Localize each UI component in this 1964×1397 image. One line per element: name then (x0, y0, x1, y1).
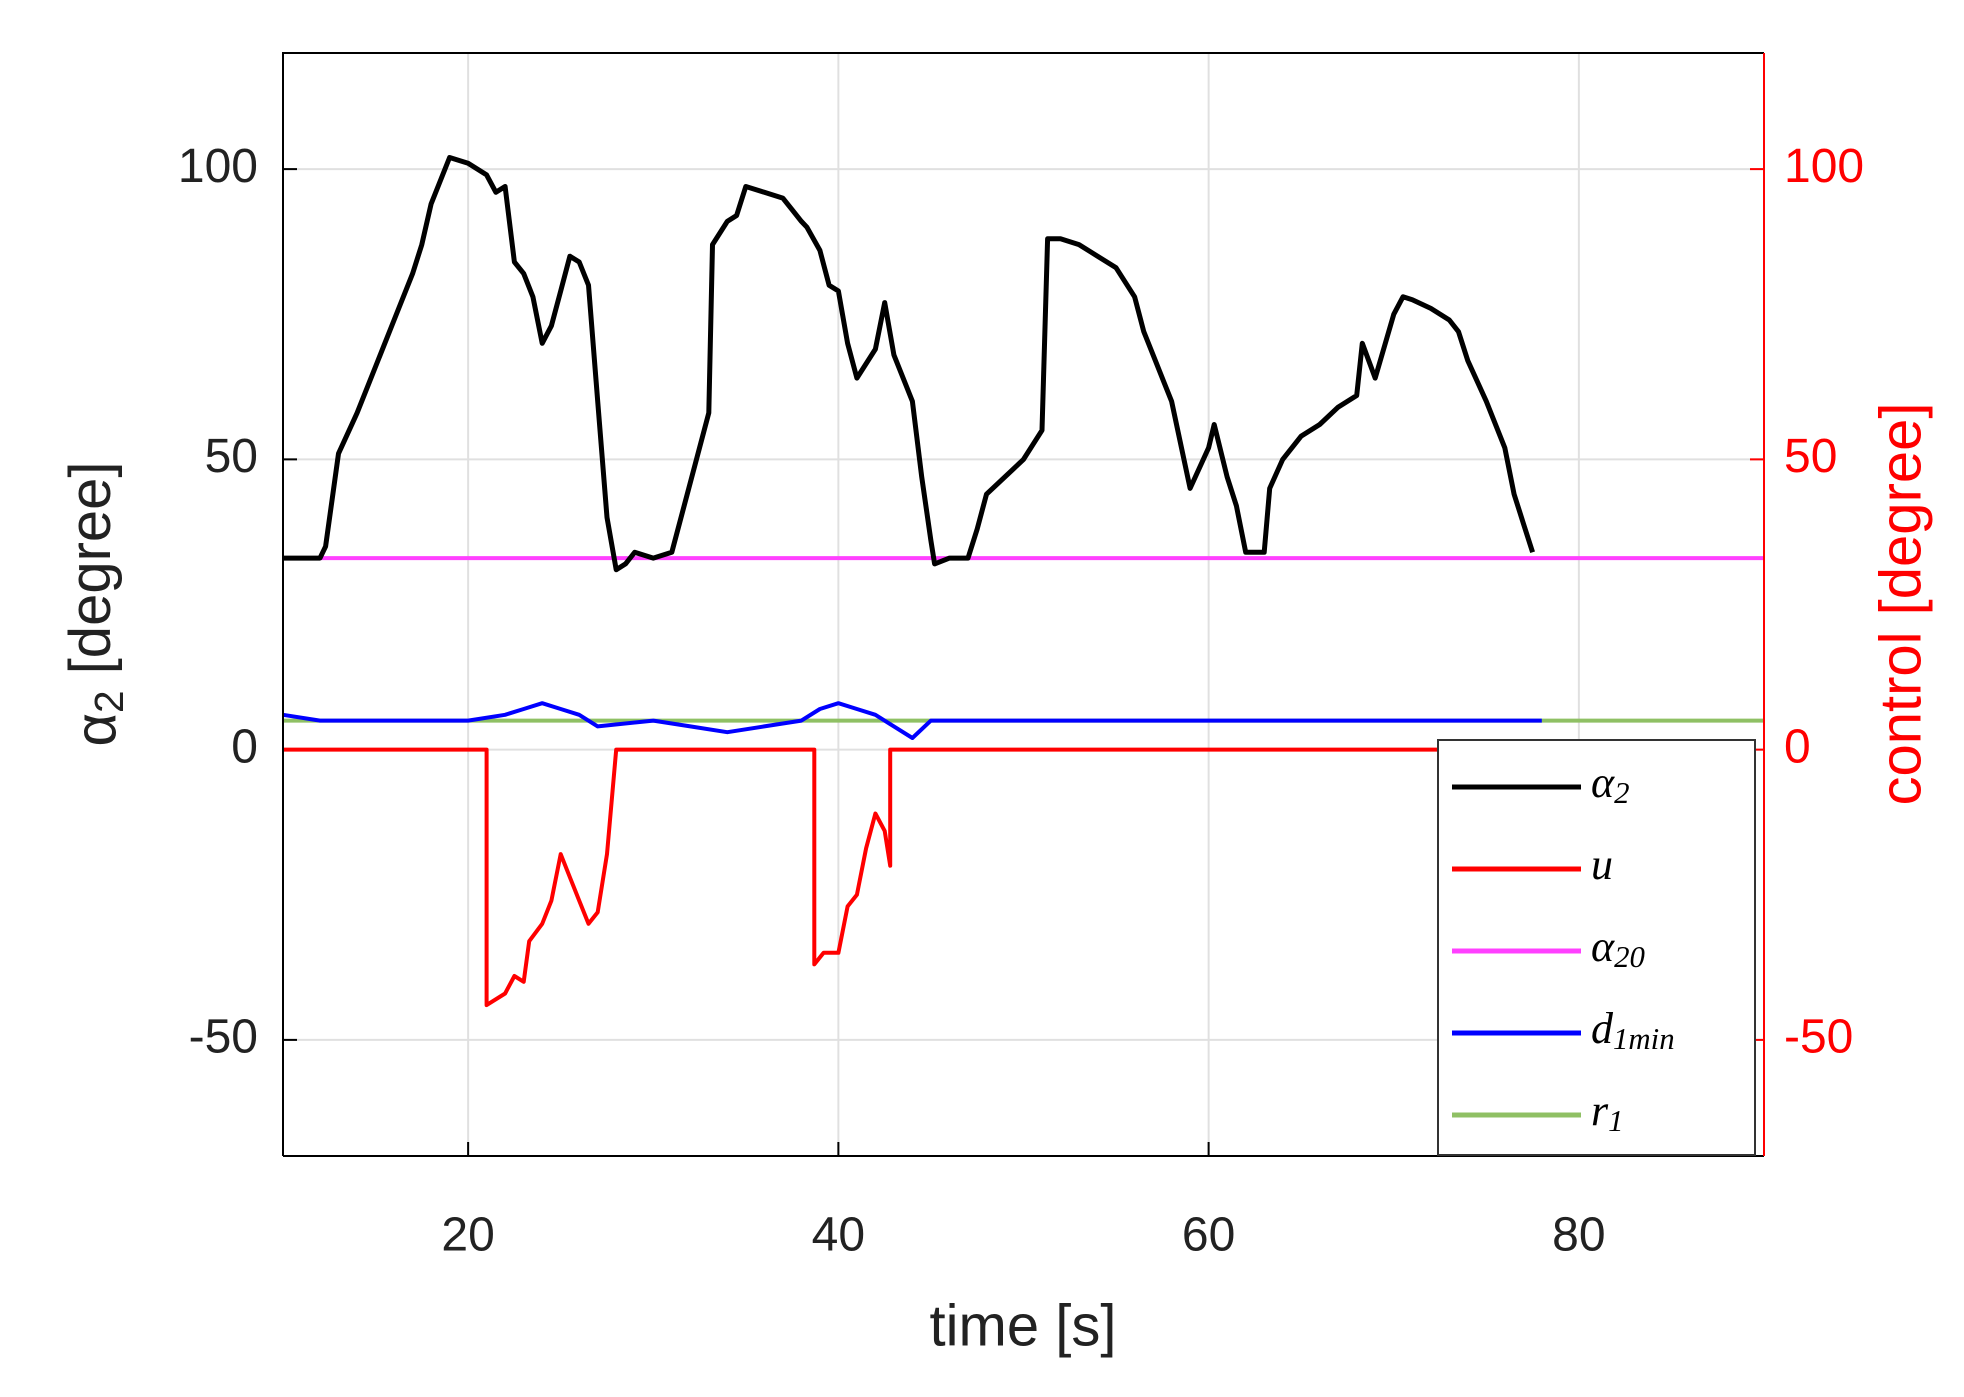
series-line (283, 747, 1542, 1008)
y-axis-label: α2 [degree] (58, 461, 132, 746)
x-tick-label: 80 (1552, 1209, 1605, 1262)
y-tick-label: 50 (205, 430, 258, 483)
y-tick-label: 0 (231, 720, 258, 773)
x-tick-label: 60 (1182, 1209, 1235, 1262)
y2-axis-label: control [degree] (1868, 402, 1933, 805)
x-axis-label: time [s] (930, 1293, 1117, 1358)
legend-label: d1min (1591, 1004, 1675, 1056)
y2-tick-label: 100 (1784, 140, 1864, 193)
legend-label: u (1591, 840, 1613, 889)
x-tick-label: 40 (812, 1209, 865, 1262)
y2-tick-label: 50 (1784, 430, 1837, 483)
y2-tick-label: 0 (1784, 720, 1811, 773)
y-tick-label: 100 (178, 140, 258, 193)
y2-tick-label: -50 (1784, 1011, 1853, 1064)
y-tick-label: -50 (189, 1011, 258, 1064)
legend-box (1437, 739, 1756, 1156)
x-tick-label: 20 (441, 1209, 494, 1262)
series-line (282, 701, 1542, 740)
series-line (283, 155, 1535, 573)
